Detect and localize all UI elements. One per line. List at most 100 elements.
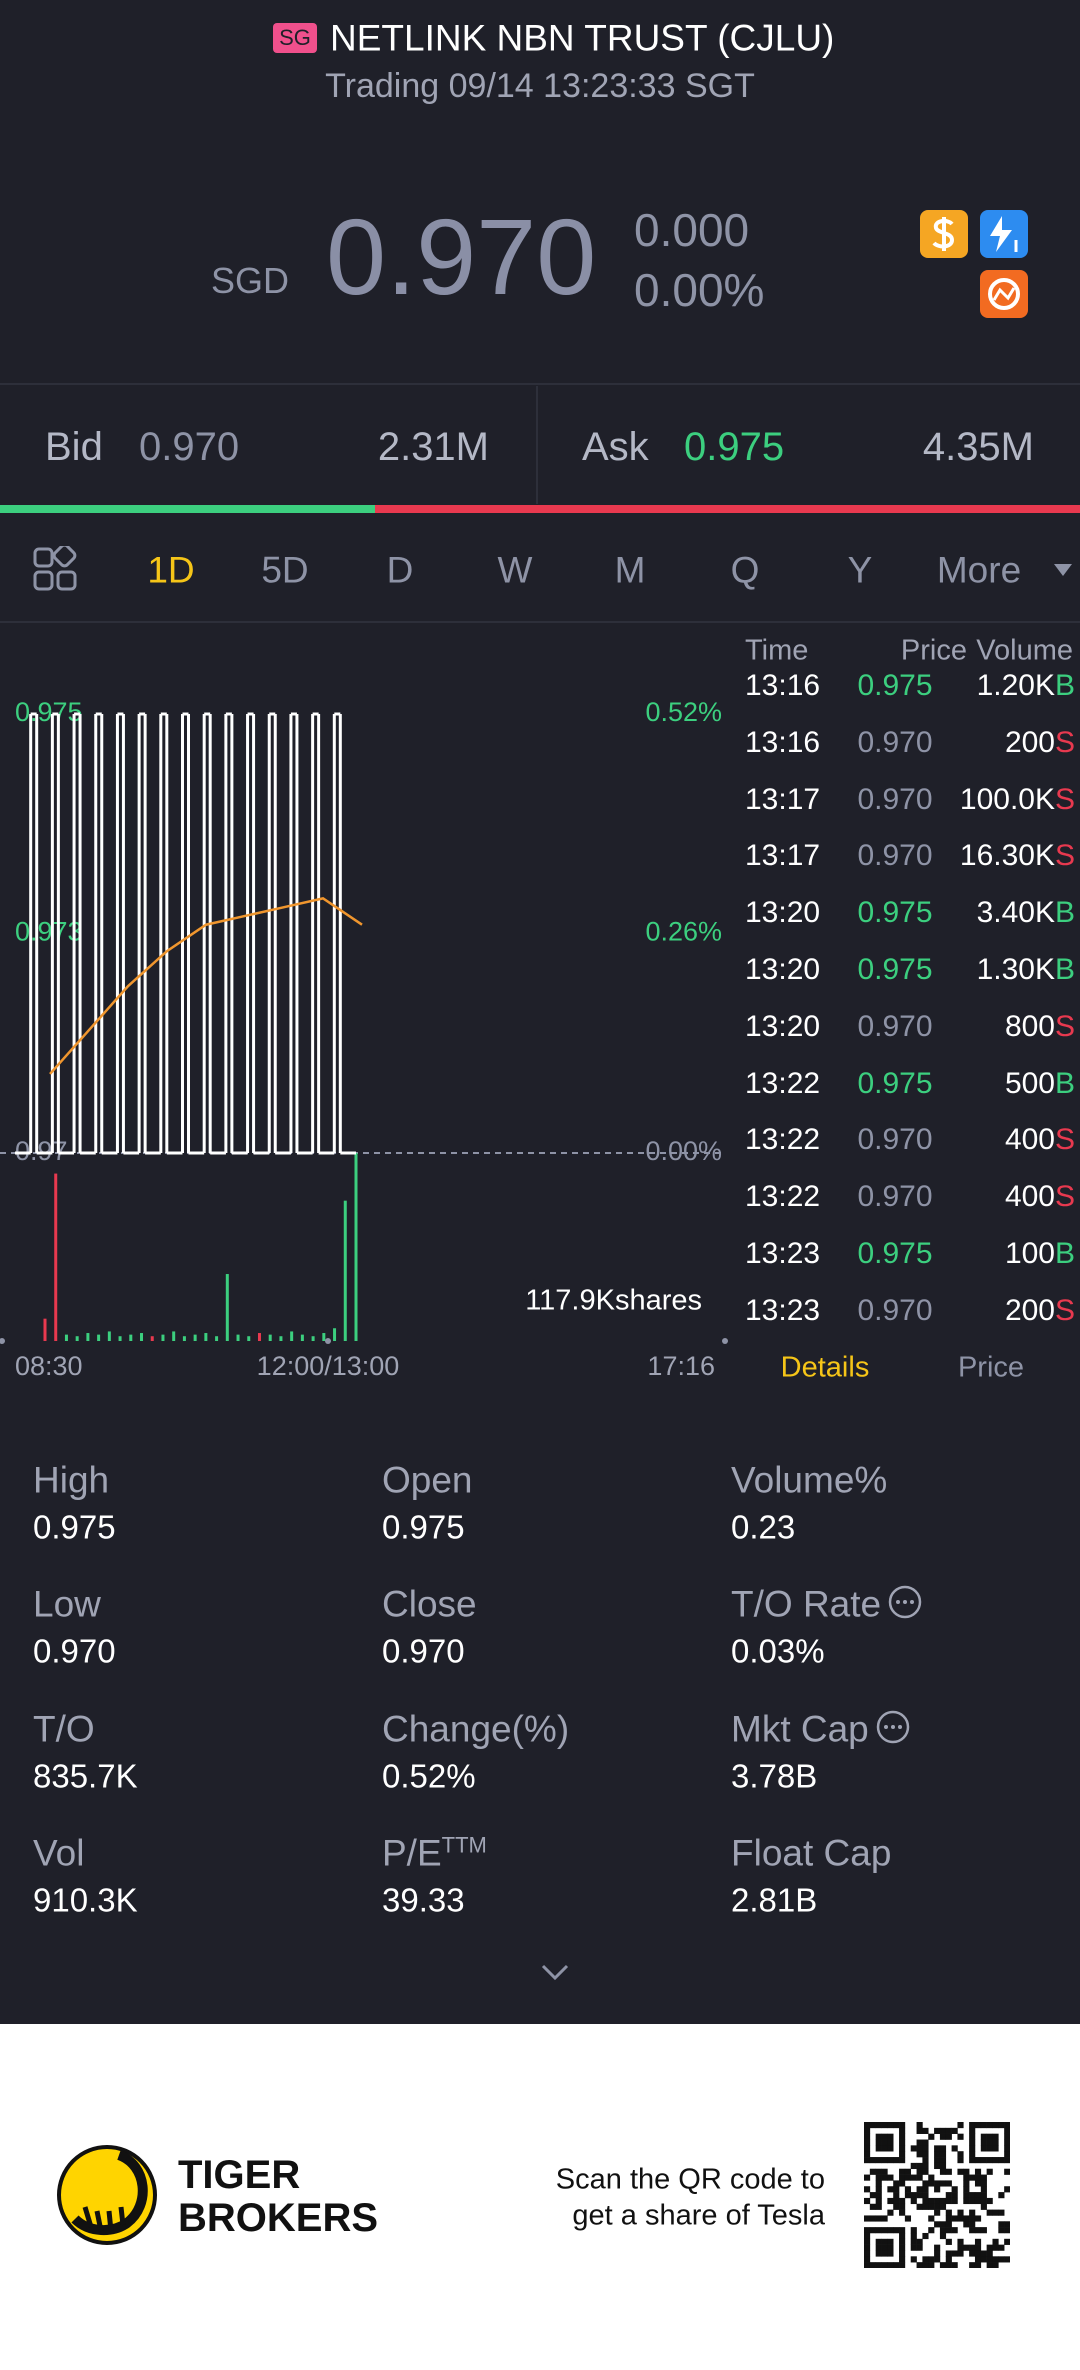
trade-side: B <box>1055 669 1076 702</box>
qr-module <box>992 2238 999 2245</box>
qr-module <box>875 2145 882 2152</box>
qr-module <box>998 2227 1005 2234</box>
qr-module <box>893 2192 900 2199</box>
qr-module <box>922 2186 929 2193</box>
qr-module <box>881 2122 888 2129</box>
qr-module <box>1004 2133 1010 2140</box>
qr-module <box>904 2186 912 2193</box>
qr-module <box>986 2250 993 2257</box>
qr-module <box>893 2262 900 2268</box>
qr-module <box>939 2227 947 2234</box>
level1-glyph <box>990 216 1012 252</box>
qr-module <box>951 2215 958 2222</box>
qr-module <box>869 2168 876 2175</box>
period-tab[interactable]: 1D <box>147 549 195 591</box>
qr-module <box>887 2139 894 2146</box>
qr-module <box>963 2215 970 2222</box>
qr-module <box>893 2186 900 2193</box>
qr-module <box>939 2157 947 2164</box>
qr-module <box>916 2168 923 2175</box>
period-tab[interactable]: 5D <box>261 549 309 591</box>
qr-module <box>881 2238 888 2245</box>
qr-module <box>939 2203 947 2210</box>
trade-time: 13:16 <box>745 725 821 759</box>
volume-bar <box>257 1333 261 1341</box>
qr-module <box>957 2133 964 2140</box>
last-price: 0.970 <box>326 196 597 317</box>
volume-bar <box>43 1318 47 1341</box>
trade-tab[interactable]: Details <box>780 1351 870 1384</box>
qr-module <box>864 2227 871 2234</box>
qr-module <box>916 2238 923 2245</box>
info-icon[interactable] <box>887 1584 923 1620</box>
qr-module <box>928 2133 935 2140</box>
qr-module <box>986 2168 993 2175</box>
qr-module <box>864 2250 871 2257</box>
qr-module <box>904 2215 912 2222</box>
qr-module <box>875 2197 882 2205</box>
trade-volume: 16.30K <box>959 839 1055 873</box>
qr-module <box>881 2250 888 2257</box>
stat-value: 0.975 <box>33 1508 116 1546</box>
options-glyph-line <box>992 287 1016 301</box>
qr-module <box>1004 2122 1010 2129</box>
trade-header: Time <box>745 634 809 667</box>
qr-module <box>986 2122 993 2129</box>
qr-module <box>934 2244 941 2251</box>
qr-module <box>928 2227 935 2234</box>
divider <box>0 383 1080 385</box>
qr-module <box>969 2250 976 2257</box>
info-icon[interactable] <box>875 1709 911 1745</box>
qr-module <box>881 2215 888 2222</box>
qr-module <box>875 2168 882 2175</box>
qr-module <box>963 2244 970 2251</box>
more-arrow[interactable] <box>1052 562 1074 578</box>
trade-time: 13:22 <box>745 1180 821 1214</box>
stat-label: Change(%) <box>382 1708 570 1750</box>
expand-chevron[interactable] <box>540 1962 570 1984</box>
trade-tab[interactable]: Price <box>957 1351 1025 1384</box>
qr-module <box>893 2122 900 2129</box>
qr-module <box>945 2133 952 2140</box>
period-tab[interactable]: M <box>614 549 646 591</box>
qr-module <box>974 2262 982 2268</box>
y2-tick-label: 0.52% <box>645 697 722 727</box>
qr-module <box>899 2197 906 2205</box>
qr-module <box>916 2174 923 2181</box>
qr-module <box>980 2122 987 2129</box>
trading-status: Trading 09/14 13:23:33 SGT <box>325 67 755 105</box>
qr-module <box>899 2238 906 2245</box>
ask-label: Ask <box>582 425 649 469</box>
trade-header: Volume <box>976 634 1073 667</box>
qr-module <box>875 2203 882 2210</box>
period-tab[interactable]: Y <box>847 549 873 591</box>
promo-line2: get a share of Tesla <box>572 2199 825 2232</box>
trade-price: 0.975 <box>857 669 933 702</box>
qr-module <box>893 2227 900 2234</box>
qr-module <box>939 2127 947 2134</box>
trade-volume: 400 <box>1004 1180 1055 1214</box>
period-tab[interactable]: Q <box>730 549 760 591</box>
qr-module <box>910 2238 917 2245</box>
period-tab[interactable]: W <box>497 549 533 591</box>
stat-label: Vol <box>33 1832 85 1874</box>
layout-icon[interactable] <box>32 546 80 594</box>
stat-value: 39.33 <box>382 1881 465 1919</box>
trade-price: 0.970 <box>857 782 933 816</box>
qr-module <box>899 2133 906 2140</box>
qr-module <box>922 2262 929 2268</box>
qr-module <box>887 2133 894 2140</box>
trade-side: B <box>1055 1066 1076 1100</box>
qr-module <box>951 2262 958 2268</box>
qr-module <box>945 2238 952 2245</box>
period-tab[interactable]: More <box>936 549 1022 591</box>
qr-module <box>922 2151 929 2158</box>
qr-module <box>986 2145 993 2152</box>
volume-bar <box>161 1334 165 1341</box>
dividend-glyph <box>932 217 955 251</box>
qr-module <box>887 2174 894 2181</box>
qr-module <box>899 2262 906 2268</box>
qr-module <box>992 2157 999 2164</box>
period-tab[interactable]: D <box>386 549 414 591</box>
